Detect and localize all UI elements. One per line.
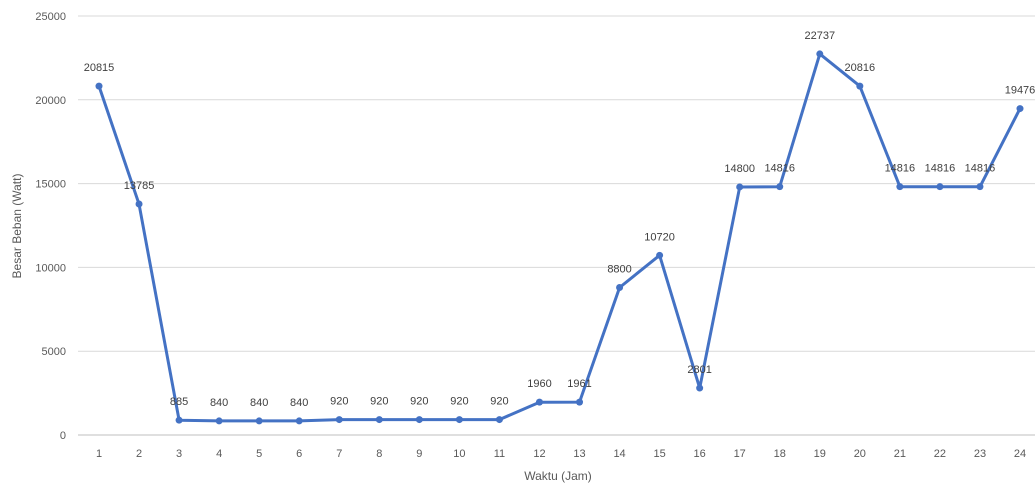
- data-label: 20816: [845, 62, 876, 74]
- data-point: [175, 416, 183, 424]
- data-label: 14816: [764, 163, 795, 175]
- data-point: [415, 416, 423, 424]
- data-label: 920: [410, 396, 428, 408]
- data-point: [696, 384, 704, 392]
- x-tick-label: 16: [694, 448, 706, 460]
- data-label: 14816: [925, 163, 956, 175]
- y-tick-label: 5000: [42, 346, 66, 358]
- data-point: [856, 82, 864, 90]
- data-point: [255, 417, 263, 425]
- x-tick-label: 11: [494, 448, 505, 460]
- data-labels: 20815 13785 885 840 840 840 920 920 920 920 920 196…: [84, 30, 1035, 409]
- x-tick-label: 18: [774, 448, 786, 460]
- series-line-path: [97, 52, 1022, 423]
- x-tick-label: 15: [653, 448, 665, 460]
- data-point: [295, 417, 303, 425]
- x-tick-label: 14: [613, 448, 625, 460]
- data-point: [495, 416, 503, 424]
- data-label: 20815: [84, 62, 115, 74]
- data-label: 920: [330, 396, 348, 408]
- y-tick-label: 10000: [35, 262, 66, 274]
- y-axis-ticks: 0 5000 10000 15000 20000 25000: [35, 11, 66, 442]
- data-label: 920: [490, 396, 508, 408]
- data-label: 19476: [1005, 85, 1035, 97]
- data-label: 1961: [567, 378, 591, 390]
- data-label: 920: [450, 396, 468, 408]
- x-tick-label: 8: [376, 448, 382, 460]
- data-label: 840: [210, 397, 228, 409]
- data-label: 2801: [687, 364, 711, 376]
- x-axis-title: Waktu (Jam): [524, 469, 592, 483]
- x-tick-label: 19: [814, 448, 826, 460]
- data-label: 13785: [124, 180, 155, 192]
- data-point: [95, 82, 103, 90]
- data-label: 885: [170, 396, 188, 408]
- data-point: [1016, 105, 1024, 113]
- data-label: 14816: [965, 163, 996, 175]
- data-point: [535, 398, 543, 406]
- data-label: 1960: [527, 378, 551, 390]
- x-tick-label: 3: [176, 448, 182, 460]
- data-label: 840: [250, 397, 268, 409]
- series-line: [97, 52, 1022, 423]
- y-tick-label: 0: [60, 430, 66, 442]
- x-tick-label: 13: [573, 448, 585, 460]
- x-tick-label: 20: [854, 448, 866, 460]
- data-point: [616, 284, 624, 292]
- data-label: 22737: [804, 30, 835, 42]
- data-label: 10720: [644, 231, 675, 243]
- data-point: [816, 50, 824, 58]
- data-point: [335, 416, 343, 424]
- data-label: 14816: [885, 163, 916, 175]
- data-point: [656, 251, 664, 259]
- data-point: [976, 183, 984, 191]
- x-tick-label: 22: [934, 448, 946, 460]
- x-tick-label: 24: [1014, 448, 1026, 460]
- gridlines: [78, 15, 1035, 436]
- series-points: [95, 50, 1024, 425]
- y-tick-label: 15000: [35, 179, 66, 191]
- x-tick-label: 17: [734, 448, 746, 460]
- x-axis-ticks: 1 2 3 4 5 6 7 8 9 10 11 12 13 14 15 16 17 18 19 20 21 22 23 24: [96, 448, 1026, 460]
- x-tick-label: 12: [533, 448, 545, 460]
- x-tick-label: 10: [453, 448, 465, 460]
- y-tick-label: 25000: [35, 11, 66, 23]
- data-point: [215, 417, 223, 425]
- x-tick-label: 1: [96, 448, 102, 460]
- x-tick-label: 9: [416, 448, 422, 460]
- data-point: [375, 416, 383, 424]
- x-tick-label: 6: [296, 448, 302, 460]
- data-point: [776, 183, 784, 191]
- data-label: 920: [370, 396, 388, 408]
- data-label: 14800: [724, 163, 755, 175]
- data-label: 840: [290, 397, 308, 409]
- data-point: [896, 183, 904, 191]
- y-tick-label: 20000: [35, 95, 66, 107]
- data-point: [576, 398, 584, 406]
- y-axis-title: Besar Beban (Watt): [10, 174, 24, 279]
- data-point: [736, 183, 744, 191]
- x-tick-label: 21: [894, 448, 906, 460]
- x-tick-label: 4: [216, 448, 222, 460]
- data-label: 8800: [607, 264, 631, 276]
- data-point: [936, 183, 944, 191]
- x-tick-label: 7: [336, 448, 342, 460]
- x-tick-label: 2: [136, 448, 142, 460]
- x-tick-label: 5: [256, 448, 262, 460]
- data-point: [135, 200, 143, 208]
- data-point: [455, 416, 463, 424]
- x-tick-label: 23: [974, 448, 986, 460]
